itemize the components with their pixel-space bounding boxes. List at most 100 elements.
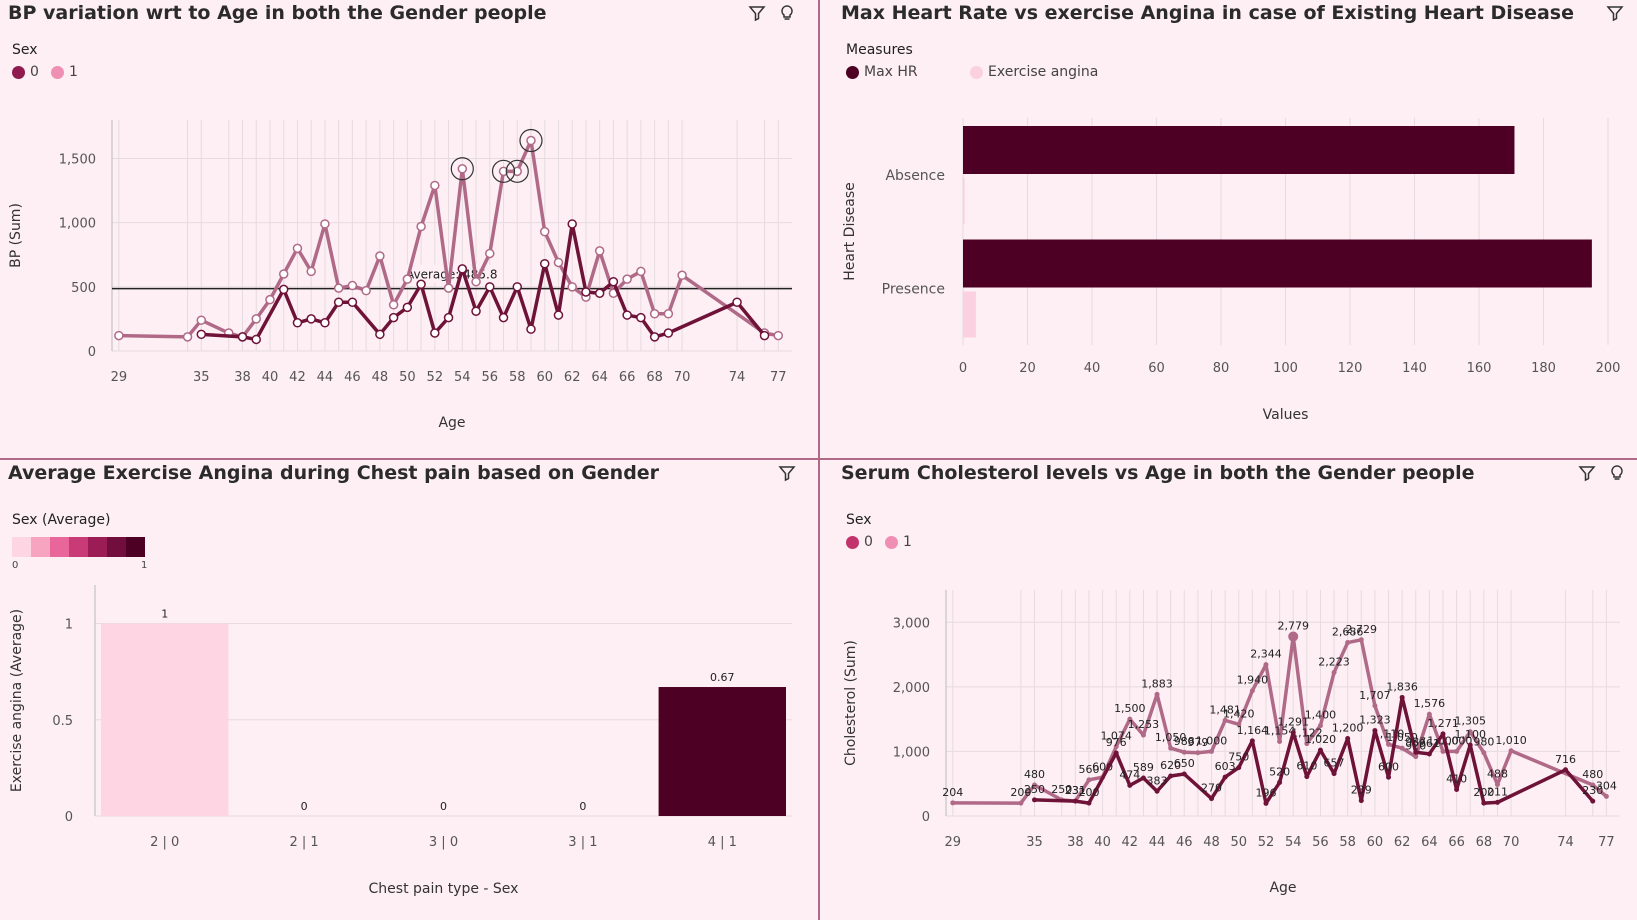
data-point[interactable] — [1317, 723, 1323, 729]
data-point[interactable] — [1563, 767, 1569, 773]
bp-legend-item-0[interactable]: 0 — [12, 64, 39, 80]
data-point[interactable] — [759, 330, 770, 341]
data-point[interactable] — [1372, 728, 1378, 734]
data-point[interactable] — [1127, 716, 1133, 722]
data-point[interactable] — [1481, 800, 1487, 806]
data-point[interactable] — [416, 279, 426, 290]
data-point[interactable] — [361, 285, 371, 296]
data-point[interactable] — [1154, 788, 1160, 794]
data-point[interactable] — [114, 330, 124, 341]
data-point[interactable] — [237, 332, 248, 342]
data-point[interactable] — [553, 257, 564, 268]
data-point[interactable] — [649, 309, 660, 319]
data-point[interactable] — [636, 266, 646, 277]
data-point[interactable] — [1413, 749, 1419, 755]
data-point[interactable] — [539, 258, 550, 269]
hr-legend-item-0[interactable]: Max HR — [846, 64, 918, 80]
data-point[interactable] — [1209, 748, 1215, 754]
data-point[interactable] — [388, 312, 399, 323]
data-point[interactable] — [539, 226, 550, 237]
data-point[interactable] — [457, 164, 468, 174]
data-point[interactable] — [636, 312, 646, 323]
data-point[interactable] — [375, 329, 385, 340]
bar[interactable] — [963, 291, 976, 338]
data-point[interactable] — [1413, 754, 1419, 760]
data-point[interactable] — [1590, 782, 1596, 788]
chol-legend-item-0[interactable]: 0 — [846, 534, 873, 550]
data-point[interactable] — [416, 221, 426, 232]
bp-legend-item-1[interactable]: 1 — [51, 64, 78, 80]
data-point[interactable] — [375, 251, 385, 261]
data-point[interactable] — [443, 283, 454, 293]
data-point[interactable] — [1154, 691, 1160, 697]
data-point[interactable] — [306, 266, 316, 277]
data-point[interactable] — [1249, 738, 1255, 744]
data-point[interactable] — [265, 294, 275, 305]
data-point[interactable] — [1127, 782, 1133, 788]
data-point[interactable] — [1181, 771, 1187, 777]
data-point[interactable] — [347, 297, 358, 307]
data-point[interactable] — [663, 328, 674, 338]
data-point[interactable] — [1426, 751, 1432, 757]
bar[interactable] — [101, 623, 229, 817]
data-point[interactable] — [773, 330, 784, 341]
data-point[interactable] — [430, 180, 440, 191]
chol-legend-item-1[interactable]: 1 — [885, 534, 912, 550]
data-point[interactable] — [677, 270, 687, 281]
data-point[interactable] — [1181, 749, 1187, 755]
data-point[interactable] — [649, 332, 660, 342]
data-point[interactable] — [388, 300, 399, 310]
data-point[interactable] — [594, 288, 605, 298]
data-point[interactable] — [196, 315, 207, 325]
data-point[interactable] — [553, 310, 564, 320]
data-point[interactable] — [1236, 721, 1242, 727]
data-point[interactable] — [1086, 777, 1092, 783]
data-point[interactable] — [950, 800, 956, 806]
data-point[interactable] — [1222, 774, 1228, 780]
data-point[interactable] — [594, 246, 605, 256]
data-point[interactable] — [1277, 779, 1283, 785]
data-point[interactable] — [182, 332, 193, 342]
data-point[interactable] — [567, 282, 577, 292]
data-point[interactable] — [1290, 730, 1296, 736]
data-point[interactable] — [1113, 744, 1119, 750]
data-point[interactable] — [320, 219, 330, 229]
data-point[interactable] — [1018, 800, 1024, 806]
data-point[interactable] — [1454, 748, 1460, 754]
data-point[interactable] — [1467, 729, 1473, 735]
data-point[interactable] — [485, 248, 495, 259]
data-point[interactable] — [526, 135, 536, 146]
data-point[interactable] — [471, 306, 481, 316]
data-point[interactable] — [1494, 799, 1500, 805]
data-point[interactable] — [512, 282, 523, 292]
data-point[interactable] — [1113, 750, 1119, 756]
data-point[interactable] — [1168, 745, 1174, 751]
data-point[interactable] — [402, 274, 413, 284]
data-point[interactable] — [1263, 800, 1269, 806]
data-point[interactable] — [1603, 793, 1609, 799]
data-point[interactable] — [1386, 741, 1392, 747]
data-point[interactable] — [196, 329, 207, 340]
highlight-point[interactable] — [1288, 631, 1299, 642]
data-point[interactable] — [1399, 745, 1405, 751]
data-point[interactable] — [1440, 748, 1446, 754]
data-point[interactable] — [1168, 773, 1174, 779]
data-point[interactable] — [1494, 781, 1500, 787]
data-point[interactable] — [498, 166, 509, 177]
data-point[interactable] — [1304, 741, 1310, 747]
data-point[interactable] — [1467, 742, 1473, 748]
data-point[interactable] — [498, 312, 509, 323]
data-point[interactable] — [581, 287, 591, 297]
data-point[interactable] — [1372, 703, 1378, 709]
data-point[interactable] — [278, 284, 289, 295]
data-point[interactable] — [306, 314, 316, 324]
data-point[interactable] — [1032, 797, 1038, 803]
data-point[interactable] — [457, 264, 468, 274]
data-point[interactable] — [1358, 798, 1364, 804]
data-point[interactable] — [1072, 798, 1078, 804]
lightbulb-icon[interactable] — [778, 4, 796, 22]
data-point[interactable] — [1304, 774, 1310, 780]
data-point[interactable] — [1345, 736, 1351, 742]
data-point[interactable] — [622, 310, 632, 320]
data-point[interactable] — [663, 309, 674, 319]
